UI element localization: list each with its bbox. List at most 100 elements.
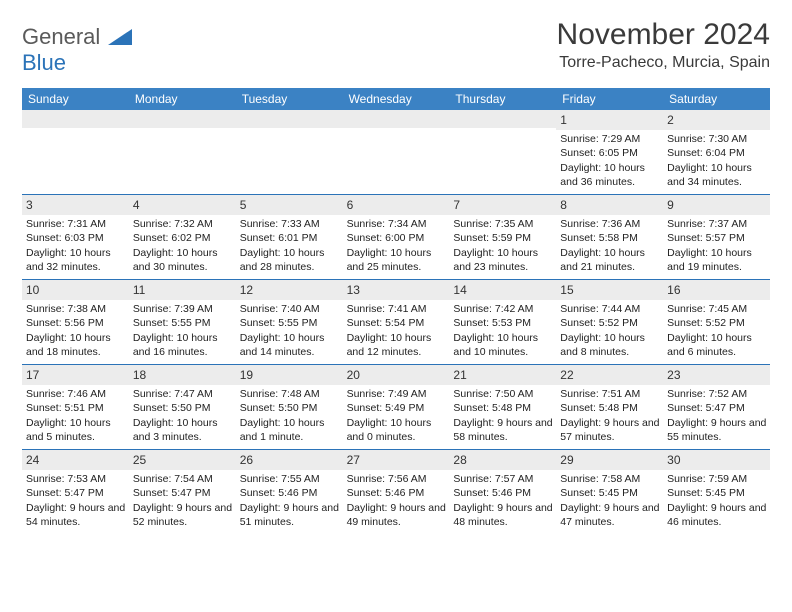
sunset-text: Sunset: 5:46 PM <box>345 486 448 500</box>
sunrise-text: Sunrise: 7:41 AM <box>345 302 448 316</box>
sunset-text: Sunset: 5:45 PM <box>665 486 768 500</box>
day-cell: 10Sunrise: 7:38 AMSunset: 5:56 PMDayligh… <box>22 280 129 364</box>
daylight-text: Daylight: 10 hours and 25 minutes. <box>345 246 448 274</box>
day-number: 18 <box>129 365 236 385</box>
day-number: 7 <box>449 195 556 215</box>
daylight-text: Daylight: 10 hours and 28 minutes. <box>238 246 341 274</box>
day-cell: 27Sunrise: 7:56 AMSunset: 5:46 PMDayligh… <box>343 450 450 534</box>
sunset-text: Sunset: 6:01 PM <box>238 231 341 245</box>
day-cell: 21Sunrise: 7:50 AMSunset: 5:48 PMDayligh… <box>449 365 556 449</box>
sunset-text: Sunset: 5:51 PM <box>24 401 127 415</box>
sunset-text: Sunset: 5:49 PM <box>345 401 448 415</box>
sunset-text: Sunset: 5:47 PM <box>665 401 768 415</box>
sunset-text: Sunset: 6:05 PM <box>558 146 661 160</box>
day-cell: 2 Sunrise: 7:30 AMSunset: 6:04 PMDaylight… <box>663 110 770 194</box>
sunrise-text: Sunrise: 7:54 AM <box>131 472 234 486</box>
day-number: 9 <box>663 195 770 215</box>
day-number-empty <box>22 110 129 128</box>
sunset-text: Sunset: 5:52 PM <box>665 316 768 330</box>
sunrise-text: Sunrise: 7:48 AM <box>238 387 341 401</box>
daylight-text: Daylight: 10 hours and 16 minutes. <box>131 331 234 359</box>
sunrise-text: Sunrise: 7:55 AM <box>238 472 341 486</box>
day-cell: 25Sunrise: 7:54 AMSunset: 5:47 PMDayligh… <box>129 450 236 534</box>
dow-row: Sunday Monday Tuesday Wednesday Thursday… <box>22 88 770 110</box>
sunrise-text: Sunrise: 7:42 AM <box>451 302 554 316</box>
day-number-empty <box>129 110 236 128</box>
sunrise-text: Sunrise: 7:45 AM <box>665 302 768 316</box>
day-number: 11 <box>129 280 236 300</box>
sunset-text: Sunset: 5:48 PM <box>451 401 554 415</box>
dow-monday: Monday <box>129 88 236 110</box>
dow-sunday: Sunday <box>22 88 129 110</box>
day-cell: 3Sunrise: 7:31 AMSunset: 6:03 PMDaylight… <box>22 195 129 279</box>
daylight-text: Daylight: 10 hours and 3 minutes. <box>131 416 234 444</box>
sunset-text: Sunset: 5:55 PM <box>238 316 341 330</box>
day-number: 29 <box>556 450 663 470</box>
day-cell: 15Sunrise: 7:44 AMSunset: 5:52 PMDayligh… <box>556 280 663 364</box>
sunrise-text: Sunrise: 7:32 AM <box>131 217 234 231</box>
sunset-text: Sunset: 5:50 PM <box>131 401 234 415</box>
sunrise-text: Sunrise: 7:30 AM <box>665 132 768 146</box>
day-number-empty <box>449 110 556 128</box>
sunrise-text: Sunrise: 7:35 AM <box>451 217 554 231</box>
logo-text-2: Blue <box>22 50 770 76</box>
day-number: 15 <box>556 280 663 300</box>
day-number: 10 <box>22 280 129 300</box>
daylight-text: Daylight: 9 hours and 48 minutes. <box>451 501 554 529</box>
daylight-text: Daylight: 10 hours and 18 minutes. <box>24 331 127 359</box>
day-cell: 28Sunrise: 7:57 AMSunset: 5:46 PMDayligh… <box>449 450 556 534</box>
daylight-text: Daylight: 10 hours and 34 minutes. <box>665 161 768 189</box>
day-cell: 8Sunrise: 7:36 AMSunset: 5:58 PMDaylight… <box>556 195 663 279</box>
week-row: 3Sunrise: 7:31 AMSunset: 6:03 PMDaylight… <box>22 194 770 279</box>
day-cell <box>236 110 343 194</box>
sunrise-text: Sunrise: 7:49 AM <box>345 387 448 401</box>
week-row: 17Sunrise: 7:46 AMSunset: 5:51 PMDayligh… <box>22 364 770 449</box>
day-number: 20 <box>343 365 450 385</box>
dow-thursday: Thursday <box>449 88 556 110</box>
daylight-text: Daylight: 10 hours and 32 minutes. <box>24 246 127 274</box>
daylight-text: Daylight: 9 hours and 57 minutes. <box>558 416 661 444</box>
sunset-text: Sunset: 5:57 PM <box>665 231 768 245</box>
logo: General <box>22 18 134 50</box>
calendar: Sunday Monday Tuesday Wednesday Thursday… <box>22 88 770 534</box>
day-cell: 6Sunrise: 7:34 AMSunset: 6:00 PMDaylight… <box>343 195 450 279</box>
sunrise-text: Sunrise: 7:44 AM <box>558 302 661 316</box>
sunrise-text: Sunrise: 7:39 AM <box>131 302 234 316</box>
day-cell: 22Sunrise: 7:51 AMSunset: 5:48 PMDayligh… <box>556 365 663 449</box>
day-number: 5 <box>236 195 343 215</box>
sunrise-text: Sunrise: 7:57 AM <box>451 472 554 486</box>
sunrise-text: Sunrise: 7:52 AM <box>665 387 768 401</box>
sunset-text: Sunset: 5:47 PM <box>131 486 234 500</box>
sunrise-text: Sunrise: 7:51 AM <box>558 387 661 401</box>
week-row: 10Sunrise: 7:38 AMSunset: 5:56 PMDayligh… <box>22 279 770 364</box>
day-cell: 11Sunrise: 7:39 AMSunset: 5:55 PMDayligh… <box>129 280 236 364</box>
logo-triangle-icon <box>108 29 132 45</box>
sunset-text: Sunset: 5:59 PM <box>451 231 554 245</box>
day-number-empty <box>236 110 343 128</box>
sunset-text: Sunset: 5:48 PM <box>558 401 661 415</box>
day-cell <box>343 110 450 194</box>
day-cell: 26Sunrise: 7:55 AMSunset: 5:46 PMDayligh… <box>236 450 343 534</box>
day-number: 13 <box>343 280 450 300</box>
sunrise-text: Sunrise: 7:40 AM <box>238 302 341 316</box>
day-cell: 5Sunrise: 7:33 AMSunset: 6:01 PMDaylight… <box>236 195 343 279</box>
daylight-text: Daylight: 9 hours and 46 minutes. <box>665 501 768 529</box>
sunrise-text: Sunrise: 7:59 AM <box>665 472 768 486</box>
week-row: 24Sunrise: 7:53 AMSunset: 5:47 PMDayligh… <box>22 449 770 534</box>
daylight-text: Daylight: 10 hours and 36 minutes. <box>558 161 661 189</box>
sunset-text: Sunset: 6:03 PM <box>24 231 127 245</box>
logo-text-1: General <box>22 24 100 50</box>
sunset-text: Sunset: 5:53 PM <box>451 316 554 330</box>
sunrise-text: Sunrise: 7:31 AM <box>24 217 127 231</box>
day-number: 4 <box>129 195 236 215</box>
sunset-text: Sunset: 6:04 PM <box>665 146 768 160</box>
day-number: 1 <box>556 110 663 130</box>
day-number: 2 <box>663 110 770 130</box>
daylight-text: Daylight: 10 hours and 23 minutes. <box>451 246 554 274</box>
daylight-text: Daylight: 10 hours and 10 minutes. <box>451 331 554 359</box>
day-number: 6 <box>343 195 450 215</box>
day-cell: 18Sunrise: 7:47 AMSunset: 5:50 PMDayligh… <box>129 365 236 449</box>
month-title: November 2024 <box>557 18 770 52</box>
daylight-text: Daylight: 9 hours and 51 minutes. <box>238 501 341 529</box>
sunrise-text: Sunrise: 7:46 AM <box>24 387 127 401</box>
